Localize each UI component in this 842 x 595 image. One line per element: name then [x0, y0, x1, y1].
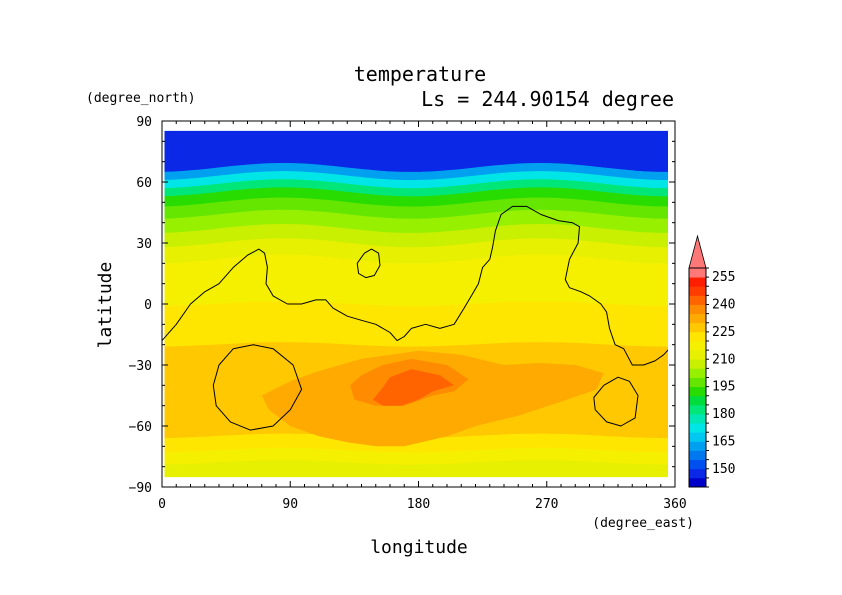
y-tick-labels: 90 60 30 0 −30 −60 −90 [129, 115, 152, 496]
contour-lines [162, 205, 668, 431]
colorbar-swatch-13 [689, 359, 706, 369]
temperature-field [164, 130, 668, 478]
y-tick-label: −30 [129, 359, 152, 374]
colorbar-tick-label: 225 [712, 325, 735, 340]
y-tick-label: 30 [136, 237, 152, 252]
x-tick-label: 360 [663, 497, 686, 512]
colorbar-swatch-8 [689, 404, 706, 415]
colorbar-swatch-1 [689, 468, 706, 479]
colorbar-swatch-16 [689, 331, 706, 342]
x-tick-labels: 0 90 180 270 360 [158, 497, 687, 512]
x-tick-label: 90 [282, 497, 298, 512]
axis-ticks [161, 120, 676, 488]
y-unit-label: (degree_north) [86, 91, 196, 106]
contour-line-2 [212, 344, 303, 431]
x-tick-label: 180 [407, 497, 430, 512]
contour-line-1 [356, 248, 381, 279]
colorbar-extend-arrow [688, 234, 707, 269]
colorbar-swatch-22 [689, 277, 706, 287]
colorbar-swatch-17 [689, 322, 706, 333]
colorbar-swatch-15 [689, 341, 706, 351]
contour-line-3 [593, 376, 639, 427]
y-tick-label: 90 [136, 115, 152, 130]
colorbar: 150 165 180 195 210 225 240 255 [688, 234, 735, 488]
colorbar-tick-label: 240 [712, 298, 735, 313]
colorbar-swatch-10 [689, 386, 706, 397]
y-tick-label: 0 [144, 298, 152, 313]
colorbar-swatch-20 [689, 295, 706, 305]
chart-subtitle: Ls = 244.90154 degree [421, 87, 674, 111]
temperature-band-11 [164, 301, 668, 348]
x-axis-label: longitude [370, 537, 468, 558]
colorbar-tick-label: 180 [712, 407, 735, 422]
colorbar-swatch-3 [689, 450, 706, 461]
x-tick-label: 270 [535, 497, 558, 512]
y-tick-label: −90 [129, 481, 152, 496]
colorbar-swatch-11 [689, 377, 706, 388]
y-axis-label: latitude [95, 262, 116, 349]
warm-region-2 [372, 369, 455, 406]
colorbar-tick-label: 195 [712, 380, 735, 395]
warm-region-0 [261, 350, 604, 447]
colorbar-swatch-14 [689, 350, 706, 360]
colorbar-swatch-19 [689, 304, 706, 315]
colorbar-swatch-9 [689, 395, 706, 406]
colorbar-tick-label: 150 [712, 462, 735, 477]
temperature-band-15 [164, 460, 668, 478]
colorbar-swatch-21 [689, 286, 706, 296]
contour-line-0 [162, 205, 668, 366]
x-unit-label: (degree_east) [592, 516, 694, 531]
chart-title: temperature [354, 62, 486, 86]
colorbar-swatch-0 [689, 477, 706, 488]
colorbar-swatch-12 [689, 368, 706, 378]
temperature-band-10 [164, 277, 668, 307]
colorbar-swatch-4 [689, 441, 706, 451]
x-tick-label: 0 [158, 497, 166, 512]
colorbar-tick-label: 255 [712, 270, 735, 285]
colorbar-swatch-18 [689, 313, 706, 324]
colorbar-tick-label: 210 [712, 352, 735, 367]
y-tick-label: −60 [129, 420, 152, 435]
colorbar-swatch-7 [689, 414, 706, 424]
colorbar-swatch-23 [689, 268, 706, 278]
colorbar-swatch-6 [689, 423, 706, 433]
colorbar-swatch-5 [689, 432, 706, 442]
colorbar-swatch-2 [689, 459, 706, 470]
colorbar-tick-label: 165 [712, 434, 735, 449]
y-tick-label: 60 [136, 176, 152, 191]
